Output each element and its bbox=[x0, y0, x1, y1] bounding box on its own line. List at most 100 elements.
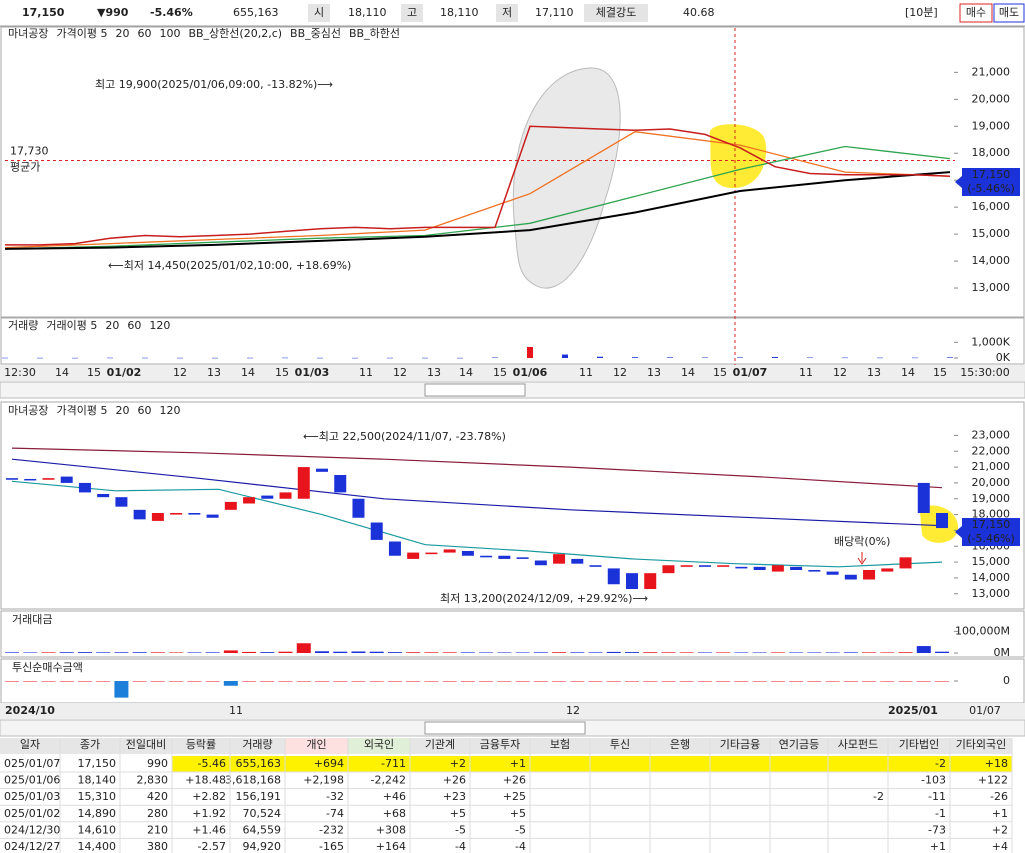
volume-bar bbox=[702, 357, 708, 359]
table-cell: +25 bbox=[503, 790, 526, 803]
candle bbox=[735, 566, 748, 569]
table-cell: -1 bbox=[935, 807, 946, 820]
column-header: 사모펀드 bbox=[838, 738, 878, 751]
x-tick-label: 15 bbox=[713, 366, 727, 379]
scroll-thumb[interactable] bbox=[424, 721, 586, 735]
net-buy-bar bbox=[497, 681, 512, 682]
table-cell: 17,150 bbox=[78, 757, 117, 770]
net-buy-bar bbox=[23, 681, 38, 682]
net-buy-bar bbox=[515, 681, 530, 682]
table-cell: 655,163 bbox=[236, 757, 282, 770]
candle bbox=[170, 513, 183, 515]
label-box bbox=[401, 4, 423, 22]
scroll-thumb[interactable] bbox=[424, 383, 526, 397]
amount-bar bbox=[5, 652, 19, 653]
x-tick-label: 12 bbox=[833, 366, 847, 379]
table-cell: +1 bbox=[992, 807, 1008, 820]
candle bbox=[698, 565, 711, 567]
label-box bbox=[584, 4, 648, 22]
amount-bar bbox=[497, 652, 512, 653]
current-box bbox=[962, 518, 1020, 546]
legend-item: 60 bbox=[127, 319, 141, 332]
column-header: 일자 bbox=[20, 737, 40, 751]
candle bbox=[863, 570, 876, 580]
candle bbox=[626, 573, 638, 589]
table-cell: 420 bbox=[147, 790, 168, 803]
net-buy-bar bbox=[625, 681, 639, 682]
net-buy-bar bbox=[807, 681, 822, 682]
volume: 655,163 bbox=[233, 6, 279, 19]
amount-bar bbox=[23, 652, 38, 653]
amount-bar bbox=[825, 652, 840, 653]
volume-frame bbox=[0, 317, 1025, 365]
table-cell: 990 bbox=[147, 757, 168, 770]
net-buy-bar bbox=[96, 681, 111, 682]
net-buy-bar bbox=[789, 681, 804, 682]
amount-bar bbox=[862, 652, 877, 653]
volume-bar bbox=[37, 357, 43, 359]
x-tick-label: 12 bbox=[613, 366, 627, 379]
x-tick-label: 2024/10 bbox=[5, 704, 55, 717]
volume-bar bbox=[387, 357, 393, 359]
table-cell: -2 bbox=[935, 757, 946, 770]
series-line bbox=[4, 145, 951, 250]
volume-bar bbox=[107, 357, 113, 359]
field-label: 고 bbox=[407, 6, 417, 19]
amount-bar bbox=[114, 652, 129, 653]
candle bbox=[243, 497, 256, 504]
candle bbox=[461, 551, 474, 556]
legend-item: 가격이평 5 bbox=[56, 27, 107, 40]
current-rate: (-5.46%) bbox=[967, 182, 1015, 195]
column-header: 기관계 bbox=[425, 738, 455, 751]
y-tick-label: 14,000 bbox=[972, 571, 1011, 584]
legend-item: BB_상한선(20,2,c) bbox=[188, 27, 282, 40]
table-cell: 70,524 bbox=[243, 807, 282, 820]
amount-bar bbox=[387, 652, 402, 653]
amount-bar bbox=[205, 652, 220, 653]
table-cell: 15,310 bbox=[78, 790, 117, 803]
y-tick-label: 22,000 bbox=[972, 444, 1011, 457]
y-tick-label: 1,000K bbox=[971, 335, 1010, 348]
volume-bar bbox=[142, 357, 148, 359]
y-tick-label: 18,000 bbox=[972, 508, 1011, 521]
x-tick-label: 01/07 bbox=[969, 704, 1001, 717]
table-cell: -5.46 bbox=[198, 757, 226, 770]
candle bbox=[516, 557, 529, 559]
table-cell: 156,191 bbox=[236, 790, 282, 803]
y-tick-label: 23,000 bbox=[972, 428, 1011, 441]
volume-bar bbox=[842, 357, 848, 359]
field-value: 17,110 bbox=[535, 6, 574, 19]
pane-title: 투신순매수금액 bbox=[12, 661, 83, 674]
net-buy-bar bbox=[205, 681, 220, 682]
net-buy-bar bbox=[315, 681, 329, 682]
amount-bar bbox=[315, 651, 329, 653]
buy-button[interactable] bbox=[959, 3, 993, 23]
event-marker bbox=[857, 552, 867, 565]
net-buy-bar bbox=[460, 681, 475, 682]
net-buy-bar bbox=[41, 681, 56, 682]
sell-button[interactable] bbox=[993, 3, 1025, 23]
net-buy-bar bbox=[898, 681, 913, 682]
column-header: 기타외국인 bbox=[956, 738, 1007, 751]
legend-item: BB_하한선 bbox=[349, 26, 400, 40]
column-header: 투신 bbox=[610, 738, 630, 751]
candle bbox=[151, 513, 164, 521]
net-buy-bar bbox=[369, 681, 384, 682]
y-tick-label: 14,000 bbox=[972, 254, 1011, 267]
table-cell: +308 bbox=[376, 823, 406, 836]
net-buy-bar bbox=[843, 681, 858, 682]
volume-bar bbox=[212, 357, 218, 359]
amount-bar bbox=[132, 652, 147, 653]
legend-item: 마녀공장 bbox=[8, 27, 48, 40]
candle bbox=[42, 478, 55, 480]
amount-bar bbox=[41, 652, 56, 653]
table-cell: 14,610 bbox=[78, 823, 117, 836]
row-highlight bbox=[172, 756, 1012, 772]
y-tick-label: 0 bbox=[1003, 674, 1010, 687]
field-label: 체결강도 bbox=[596, 6, 636, 19]
table-cell: 14,890 bbox=[78, 807, 117, 820]
x-tick-label: 15 bbox=[275, 366, 289, 379]
candle bbox=[443, 549, 456, 553]
legend-item: 거래량 bbox=[8, 319, 38, 332]
volume-bar bbox=[527, 347, 533, 358]
